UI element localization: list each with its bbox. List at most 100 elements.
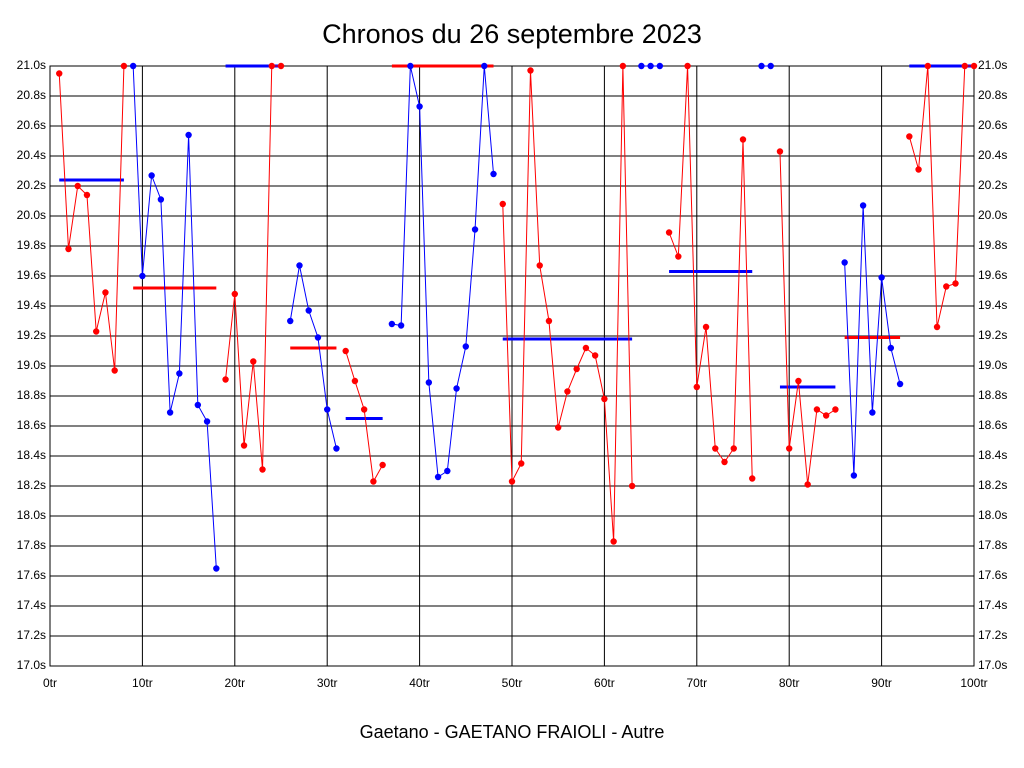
point [647,62,654,70]
y2-tick-label: 19.2s [978,328,1007,342]
point [342,347,349,355]
y-tick-label: 19.6s [17,268,46,282]
point [277,62,285,70]
x-tick-label: 20tr [224,676,245,690]
y2-tick-label: 21.0s [978,58,1007,72]
point [416,103,423,110]
point [139,272,146,280]
point [508,478,516,485]
point [638,62,645,70]
point [582,344,590,352]
point [203,418,211,425]
y-tick-label: 20.4s [17,148,46,162]
point [388,320,396,328]
x-tick-label: 90tr [871,676,892,690]
series-line [391,65,495,478]
point [555,424,562,431]
x-tick-label: 60tr [594,676,615,690]
point [619,62,627,70]
y-tick-label: 19.2s [17,328,46,342]
y-tick-label: 17.8s [17,538,46,552]
point [758,62,765,70]
point [961,62,968,70]
point [324,406,331,413]
y2-tick-label: 18.0s [978,508,1007,522]
y-tick-label: 21.0s [17,58,46,72]
x-tick-label: 30tr [317,676,338,690]
point [915,166,922,173]
point [795,377,802,385]
point [222,376,229,383]
point [240,442,248,449]
y2-tick-label: 19.8s [978,238,1007,252]
point [924,62,931,70]
point [65,245,72,253]
y-tick-label: 18.0s [17,508,46,522]
x-tick-label: 100tr [960,676,987,690]
point [850,472,858,479]
point [610,538,617,545]
y2-tick-label: 18.8s [978,388,1007,402]
point [296,262,303,269]
point [943,283,950,290]
point [434,473,442,481]
point [176,370,183,377]
point [693,383,700,391]
point [813,406,821,413]
point [499,200,506,208]
point [370,478,377,485]
point [166,409,174,416]
point [804,481,811,488]
point [250,358,257,365]
point [702,323,710,331]
point [684,62,691,70]
y-tick-label: 17.0s [17,658,46,672]
chart-footer: Gaetano - GAETANO FRAIOLI - Autre [360,722,665,742]
y-tick-label: 20.2s [17,178,46,192]
y2-tick-label: 18.4s [978,448,1007,462]
point [213,565,220,572]
x-tick-label: 0tr [43,676,57,690]
y2-tick-label: 17.4s [978,598,1007,612]
point [878,274,885,281]
x-tick-label: 10tr [132,676,153,690]
chart-title: Chronos du 26 septembre 2023 [322,19,702,49]
y2-tick-label: 20.0s [978,208,1007,222]
y-tick-label: 17.4s [17,598,46,612]
x-tick-label: 80tr [779,676,800,690]
point [397,322,405,329]
y2-tick-label: 17.0s [978,658,1007,672]
point [869,409,876,416]
series-line [668,65,753,479]
y2-tick-label: 17.6s [978,568,1007,582]
point [675,253,682,260]
point [776,148,784,155]
series-line [289,265,337,449]
point [665,229,673,236]
point [444,467,451,475]
point [767,62,774,70]
point [536,262,543,269]
y-tick-label: 17.2s [17,628,46,642]
y-tick-label: 19.8s [17,238,46,252]
point [481,62,488,70]
y-tick-label: 18.8s [17,388,46,402]
series-line [908,65,974,328]
point [129,62,137,70]
y2-tick-label: 18.2s [978,478,1007,492]
point [739,136,747,143]
point [832,406,839,413]
point [628,482,636,490]
y-tick-label: 17.6s [17,568,46,582]
y-tick-label: 18.6s [17,418,46,432]
point [111,367,118,374]
point [730,445,737,452]
point [93,328,100,335]
y-tick-label: 19.4s [17,298,46,312]
point [74,182,81,190]
point [333,445,340,452]
point [471,226,479,233]
y2-tick-label: 19.4s [978,298,1007,312]
point [148,172,155,179]
